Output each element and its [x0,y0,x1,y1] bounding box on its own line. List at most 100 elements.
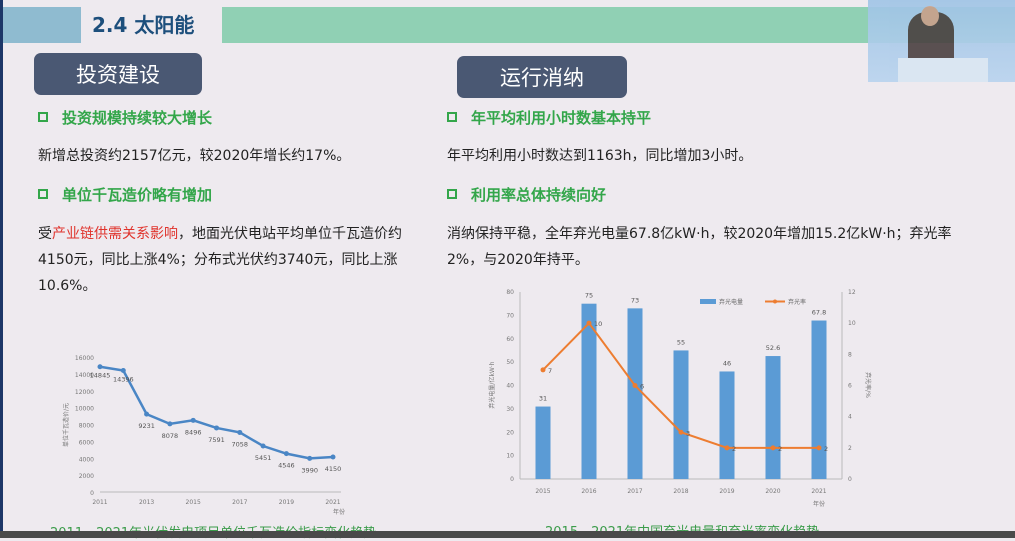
data-label: 7058 [232,440,249,448]
rate-point [724,445,730,451]
data-label: 9231 [138,422,155,430]
data-label: 7591 [208,436,225,444]
x-axis-label: 年份 [333,508,345,516]
section-tag-investment: 投资建设 [34,53,202,95]
bar-label: 75 [585,292,593,300]
bar-label: 52.6 [766,344,780,352]
left-y-tick-label: 60 [506,336,514,343]
checkbox-bullet-icon [447,112,457,122]
heading-text: 投资规模持续较大增长 [62,109,213,127]
rate-point [816,445,822,451]
x-tick-label: 2015 [186,499,201,506]
right-y-tick-label: 12 [848,289,856,296]
slide-edge [0,0,3,538]
y-tick-label: 4000 [79,456,94,463]
right-y-tick-label: 4 [848,414,852,421]
y-tick-label: 2000 [79,473,94,480]
rate-label: 10 [594,320,602,328]
rate-point [540,367,546,373]
y-tick-label: 0 [90,490,94,497]
heading-text: 年平均利用小时数基本持平 [471,109,652,127]
text-curtailment: 消纳保持平稳，全年弃光电量67.8亿kW·h，较2020年增加15.2亿kW·h… [447,226,952,268]
bar [535,406,551,479]
rate-point [632,383,638,388]
right-y-tick-label: 8 [848,351,852,358]
text-investment: 新增总投资约2157亿元，较2020年增长约17%。 [38,148,351,164]
bar-label: 46 [723,359,731,367]
checkbox-bullet-icon [447,189,457,199]
data-label: 3990 [301,466,318,474]
y-tick-label: 12000 [75,389,94,396]
y-tick-label: 6000 [79,439,94,446]
bar-label: 55 [677,338,685,346]
rate-point [770,445,776,451]
data-point [283,451,289,457]
bar-label: 67.8 [812,309,826,317]
section-tag-operation: 运行消纳 [457,56,627,98]
header-bar-left [3,7,81,43]
data-label: 4150 [325,465,342,473]
x-tick-label: 2017 [627,488,642,495]
right-y-tick-label: 2 [848,445,852,452]
left-y-tick-label: 70 [506,312,514,319]
heading-investment-scale: 投资规模持续较大增长 [38,107,212,128]
bar-label: 31 [539,395,547,403]
rate-label: 3 [686,429,690,437]
data-point [190,417,196,423]
left-y-tick-label: 80 [506,289,514,296]
left-y-tick-label: 50 [506,359,514,366]
y-axis-label: 单位千瓦造价/元 [62,403,70,447]
legend-bar-swatch [700,299,716,304]
right-y-tick-label: 6 [848,383,852,390]
bottom-bar [0,531,1015,538]
right-y-tick-label: 10 [848,320,856,327]
left-y-tick-label: 20 [506,429,514,436]
rate-label: 6 [640,383,644,391]
left-y-tick-label: 40 [506,383,514,390]
slide-title: 2.4 太阳能 [92,13,195,37]
y-tick-label: 14000 [75,372,94,379]
x-tick-label: 2021 [325,499,340,506]
legend-bar-label: 弃光电量 [719,298,743,306]
right-y-tick-label: 0 [848,476,852,483]
x-tick-label: 2013 [139,499,154,506]
speaker-video [868,0,1015,82]
checkbox-bullet-icon [38,189,48,199]
left-y-tick-label: 0 [510,476,514,483]
x-tick-label: 2018 [673,488,688,495]
bar [673,350,689,479]
data-point [97,364,103,370]
heading-unit-cost: 单位千瓦造价略有增加 [38,184,212,205]
checkbox-bullet-icon [38,112,48,122]
data-label: 14845 [90,372,111,380]
heading-text: 单位千瓦造价略有增加 [62,186,213,204]
rate-label: 7 [548,367,552,375]
text-part: 受 [38,226,52,242]
x-tick-label: 2019 [719,488,734,495]
text-part: ，地面光伏电站平均单位千瓦造价约4150元，同比上涨4%；分布式光伏约3740元… [38,226,402,294]
data-point [237,429,243,435]
data-point [144,411,150,417]
rate-label: 2 [824,445,828,453]
x-tick-label: 2020 [765,488,780,495]
heading-utilization-rate: 利用率总体持续向好 [447,184,606,205]
rate-point [586,320,592,326]
text-unit-cost: 受产业链供需关系影响，地面光伏电站平均单位千瓦造价约4150元，同比上涨4%；分… [38,221,416,299]
data-point [260,443,266,449]
data-point [330,454,336,460]
rate-label: 2 [732,445,736,453]
data-label: 8078 [162,432,179,440]
x-tick-label: 2017 [232,499,247,506]
x-tick-label: 2015 [535,488,550,495]
x-tick-label: 2019 [279,499,294,506]
bar [765,356,781,479]
bar [581,303,597,479]
y-tick-label: 10000 [75,406,94,413]
data-point [307,455,313,461]
text-utilization-hours: 年平均利用小时数达到1163h，同比增加3小时。 [447,148,753,164]
heading-text: 利用率总体持续向好 [471,186,607,204]
x-axis-label: 年份 [813,500,825,508]
data-point [120,368,126,374]
bar [811,320,827,479]
